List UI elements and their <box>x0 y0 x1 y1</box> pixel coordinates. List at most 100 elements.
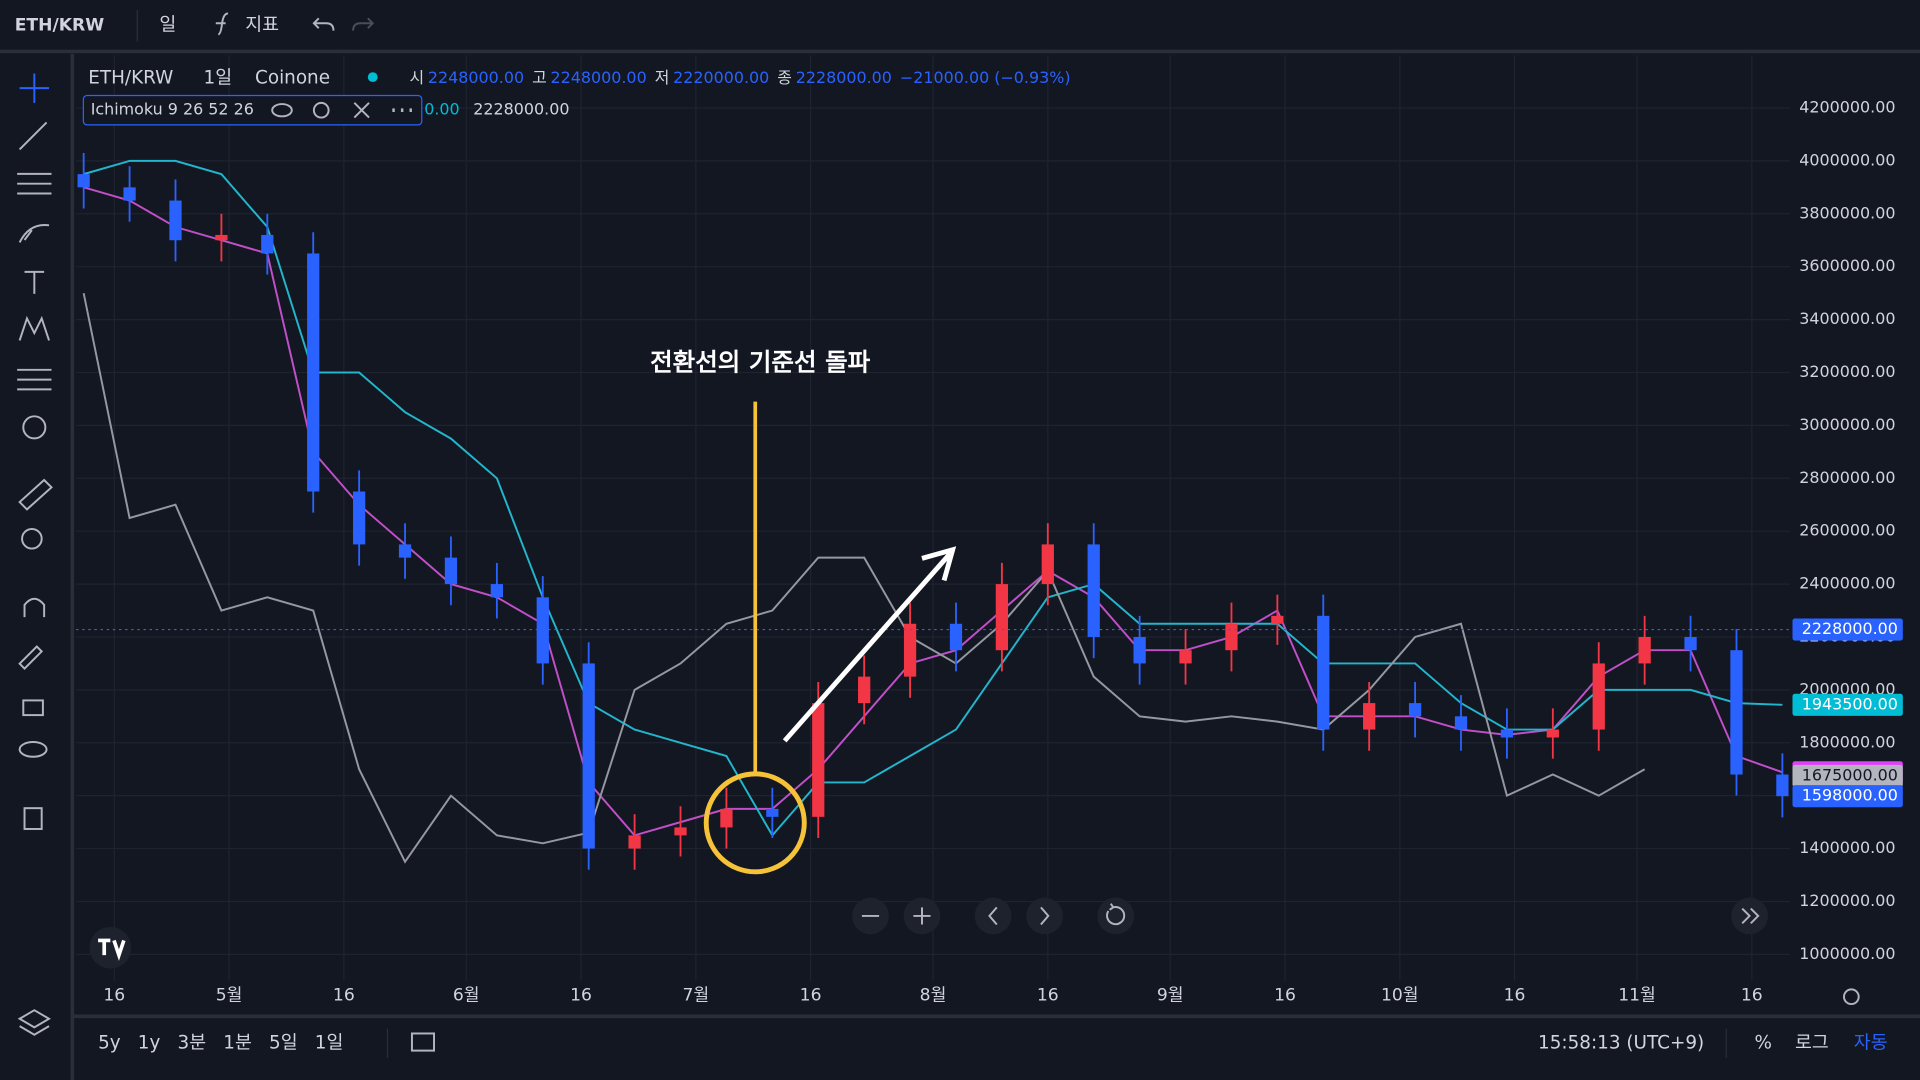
visibility-tool[interactable] <box>18 741 48 758</box>
candle-body <box>812 703 825 817</box>
candle-body <box>1041 544 1054 585</box>
x-tick-label: 8월 <box>920 986 947 1006</box>
price-label-box <box>1792 764 1903 787</box>
y-tick-label: 4000000.00 <box>1799 150 1895 169</box>
brush-tool[interactable] <box>18 224 50 243</box>
indicator-name: Ichimoku 9 26 52 26 <box>91 100 254 119</box>
chart-legend: ETH/KRW 1일 Coinone 시 2248000.00 고 2248000.0… <box>82 67 1071 126</box>
candle-body <box>1776 774 1789 797</box>
range-button[interactable]: 5일 <box>269 1032 298 1053</box>
indicator-visibility[interactable] <box>271 103 293 118</box>
tv-logo-mark <box>98 938 126 961</box>
price-label: 1598000.00 <box>1802 786 1898 805</box>
candle-body <box>1592 663 1605 730</box>
price-label-box <box>1792 618 1903 641</box>
candle-body <box>1317 615 1330 730</box>
redo-button[interactable] <box>352 17 375 31</box>
draw-lock-tool[interactable] <box>18 645 44 670</box>
range-button[interactable]: 1y <box>138 1032 161 1053</box>
crosshair-tool[interactable] <box>19 73 50 103</box>
candle-body <box>949 623 963 651</box>
log-toggle[interactable]: 로그 <box>1795 1032 1829 1053</box>
x-tick-label: 7월 <box>682 986 709 1006</box>
price-label: 1675000.00 <box>1802 765 1898 784</box>
y-tick-label: 3200000.00 <box>1799 362 1895 381</box>
delete-tool[interactable] <box>23 807 43 830</box>
indicator-settings[interactable] <box>312 101 330 119</box>
range-button[interactable]: 5y <box>98 1032 121 1053</box>
left-toolbar <box>17 53 75 1080</box>
prediction-tool[interactable] <box>17 368 52 391</box>
indicator-remove[interactable] <box>353 102 370 119</box>
range-button[interactable]: 1일 <box>315 1032 344 1053</box>
candle-body <box>215 234 228 241</box>
y-tick-label: 1000000.00 <box>1799 944 1895 963</box>
y-tick-label: 2400000.00 <box>1799 574 1895 593</box>
ohlc-label: 시 <box>410 68 425 87</box>
y-tick-label: 3000000.00 <box>1799 415 1895 434</box>
candle-body <box>903 623 917 677</box>
candle-body <box>444 557 458 585</box>
emoji-tool[interactable] <box>22 415 47 440</box>
annotation-text: 전환선의 기준선 돌파 <box>650 348 871 377</box>
scroll-right[interactable] <box>1026 897 1063 935</box>
candle-body <box>1087 544 1100 637</box>
layers-tool[interactable] <box>17 1009 51 1036</box>
axis-settings[interactable] <box>1843 988 1860 1006</box>
indicator-value: 2228000.00 <box>473 100 569 119</box>
candle-body <box>1638 636 1651 664</box>
chart-controls <box>89 897 1860 1006</box>
x-tick-label: 16 <box>1504 986 1526 1006</box>
zoom-tool[interactable] <box>21 528 43 550</box>
pattern-tool[interactable] <box>18 315 50 341</box>
candle-body <box>1546 729 1559 738</box>
percent-toggle[interactable]: % <box>1754 1032 1771 1053</box>
y-tick-label: 4200000.00 <box>1799 98 1895 117</box>
lock-tool[interactable] <box>22 699 44 717</box>
range-button[interactable]: 3분 <box>178 1032 207 1053</box>
x-tick-label: 5월 <box>216 986 243 1006</box>
interval-button[interactable]: 일 <box>159 15 176 36</box>
symbol-button[interactable]: ETH/KRW <box>15 16 105 36</box>
undo-button[interactable] <box>312 17 335 31</box>
legend-interval: 1일 <box>204 67 233 88</box>
x-tick-label: 6월 <box>453 986 480 1006</box>
indicator-box[interactable] <box>82 94 423 126</box>
trendline-tool[interactable] <box>18 121 48 151</box>
x-tick-label: 10월 <box>1381 986 1419 1006</box>
fib-tool[interactable] <box>17 172 52 195</box>
range-button[interactable]: 1분 <box>223 1032 252 1053</box>
indicators-button[interactable]: 지표 <box>245 15 279 36</box>
x-tick-label: 16 <box>1037 986 1059 1006</box>
ohlc-value: 2248000.00 <box>550 68 646 87</box>
ruler-tool[interactable] <box>18 478 53 511</box>
y-tick-label: 2000000.00 <box>1799 679 1895 698</box>
price-label: 2228000.00 <box>1802 619 1898 638</box>
auto-toggle[interactable]: 자동 <box>1854 1032 1888 1053</box>
icon <box>1040 906 1050 926</box>
magnet-tool[interactable] <box>23 597 46 618</box>
price-label-box <box>1792 693 1903 716</box>
annotation-arrow <box>782 546 957 743</box>
text-tool[interactable] <box>24 270 45 294</box>
annotation: 전환선의 기준선 돌파 <box>650 348 957 875</box>
price-label-box <box>1792 785 1903 808</box>
indicator-line <box>83 159 1783 838</box>
date-range-button[interactable] <box>410 1032 436 1052</box>
scroll-left[interactable] <box>974 897 1012 935</box>
candle-body <box>490 584 503 598</box>
x-tick-label: 16 <box>1274 986 1296 1006</box>
legend-exchange: Coinone <box>255 67 330 88</box>
candle-body <box>169 200 182 241</box>
y-tick-label: 2800000.00 <box>1799 468 1895 487</box>
fx-icon <box>215 12 229 36</box>
tv-logo[interactable] <box>89 926 132 969</box>
reset-chart[interactable] <box>1097 897 1135 935</box>
candle-body <box>1179 650 1192 664</box>
y-tick-label: 1800000.00 <box>1799 732 1895 751</box>
bottom-bar: 15:58:13 (UTC+9) % 로그 자동 5y 1y 3분 1분 5일 1일 <box>73 1014 1920 1058</box>
ohlc-value: 2228000.00 <box>796 68 892 87</box>
live-dot <box>367 72 378 83</box>
